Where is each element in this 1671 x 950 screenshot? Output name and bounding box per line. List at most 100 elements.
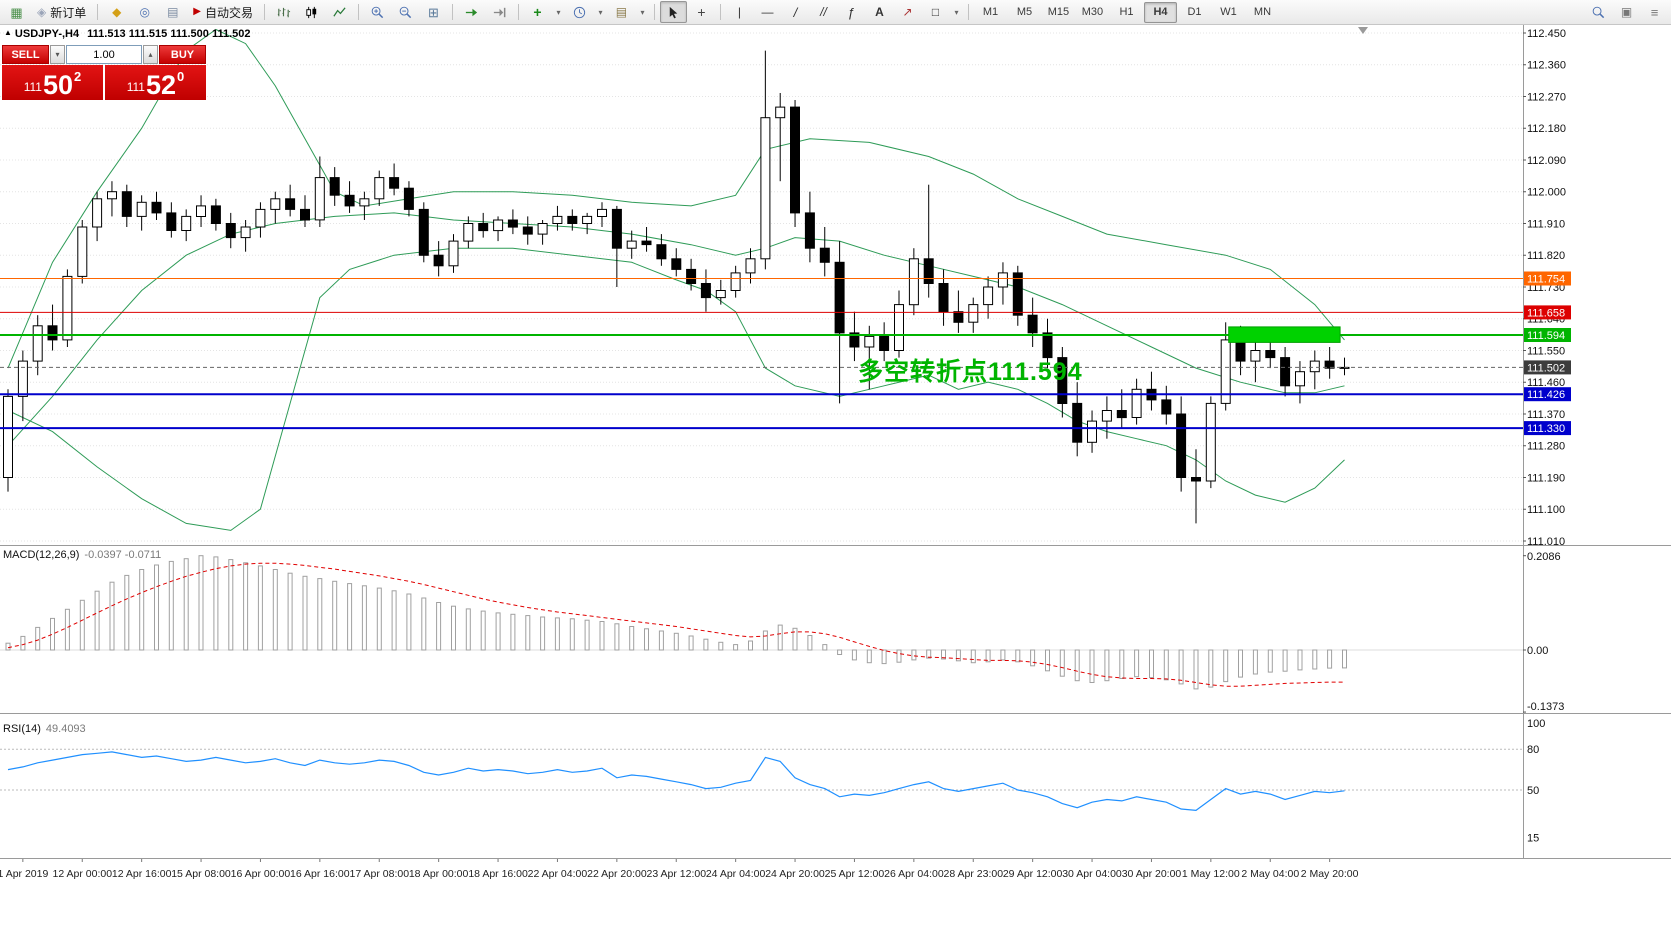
macd-bar (569, 618, 575, 651)
turning-point-zone[interactable] (1228, 326, 1341, 343)
macd-indicator-label: MACD(12,26,9) -0.0397 -0.0711 (3, 549, 161, 561)
timeframe-bar: M1 M5 M15 M30 H1 H4 D1 W1 MN (974, 1, 1279, 23)
market-watch-button[interactable]: ◆ (103, 1, 130, 23)
price-axis-label: 112.270 (1527, 92, 1566, 104)
candle (17, 360, 28, 397)
auto-scroll-button[interactable] (458, 1, 485, 23)
periods-dropdown[interactable]: ▾ (594, 1, 607, 23)
macd-bar (168, 560, 174, 651)
volume-decrease-button[interactable]: ▾ (50, 45, 65, 64)
candle (62, 275, 73, 341)
macd-bar (154, 564, 159, 651)
candle (285, 198, 296, 210)
timeframe-H1[interactable]: H1 (1119, 6, 1134, 18)
periods-button[interactable] (566, 1, 593, 23)
shapes-dropdown[interactable]: ▾ (950, 1, 963, 23)
vertical-line-tool[interactable]: | (726, 1, 753, 23)
bid-price-box[interactable]: 111 50 2 (2, 65, 103, 100)
bar-chart-button[interactable] (270, 1, 297, 23)
timeframe-D1[interactable]: D1 (1187, 6, 1202, 18)
price-axis-label: 111.820 (1527, 250, 1565, 262)
timeframe-M5[interactable]: M5 (1016, 6, 1033, 18)
arrows-tool[interactable]: ↗ (894, 1, 921, 23)
macd-bar (421, 597, 427, 651)
macd-axis-label: 0.00 (1527, 645, 1548, 657)
macd-axis-label: -0.1373 (1527, 701, 1564, 713)
crosshair-tool-button[interactable]: + (688, 1, 715, 23)
macd-bar (1178, 649, 1184, 685)
sell-button[interactable]: SELL (2, 45, 49, 64)
candle (730, 272, 741, 291)
cursor-tool-button[interactable] (659, 1, 687, 23)
text-tool[interactable]: A (866, 1, 893, 23)
templates-dropdown[interactable]: ▾ (636, 1, 649, 23)
ask-price-box[interactable]: 111 52 0 (105, 65, 206, 100)
buy-button[interactable]: BUY (159, 45, 206, 64)
fibonacci-tool[interactable]: ƒ (838, 1, 865, 23)
layout-button[interactable]: ▣ (1613, 1, 1640, 23)
timeframe-M30[interactable]: M30 (1081, 6, 1104, 18)
macd-bar (1252, 649, 1258, 675)
channel-tool[interactable]: // (810, 1, 837, 23)
macd-bar (317, 578, 323, 651)
layout-icon: ▣ (1620, 5, 1633, 19)
candle (745, 258, 756, 274)
navigator-button[interactable]: ◎ (131, 1, 158, 23)
zoom-in-button[interactable] (364, 1, 391, 23)
volume-input[interactable] (66, 45, 142, 64)
macd-bar (644, 628, 649, 651)
templates-button[interactable]: ▤ (608, 1, 635, 23)
macd-bar (584, 619, 590, 651)
chevron-down-icon: ▾ (598, 7, 603, 17)
candle (255, 208, 266, 228)
search-button[interactable] (1585, 1, 1612, 23)
time-axis[interactable]: 1 Apr 2019 12 Apr 00:00 12 Apr 16:00 15 Apr… (0, 859, 1359, 880)
timeframe-M15[interactable]: M15 (1047, 6, 1070, 18)
candle (1101, 410, 1112, 422)
menu-button[interactable]: ≡ (1641, 1, 1668, 23)
candle (1265, 350, 1276, 359)
text-tool-icon: A (875, 5, 884, 19)
autotrading-label: 自动交易 (204, 5, 253, 20)
chart-shift-marker[interactable] (1358, 27, 1368, 34)
terminal-button[interactable]: ▤ (159, 1, 186, 23)
candle (923, 258, 934, 284)
price-axis[interactable]: 112.450 112.360 112.270 112.180 112.090 112.0… (1523, 28, 1571, 548)
new-chart-button[interactable]: ▦ (3, 1, 30, 23)
annotation-text[interactable]: 多空转折点111.594 (858, 358, 1083, 386)
indicators-button[interactable]: + (524, 1, 551, 23)
toolbar-separator (263, 4, 265, 20)
candle (997, 272, 1008, 288)
price-tag-label: 111.754 (1527, 274, 1565, 286)
candle (582, 215, 593, 224)
autotrading-button[interactable]: ▶ 自动交易 (187, 1, 259, 23)
candle (240, 226, 251, 239)
timeframe-H4[interactable]: H4 (1143, 1, 1177, 23)
timeframe-W1[interactable]: W1 (1220, 6, 1237, 18)
candlestick-chart-button[interactable] (298, 1, 325, 23)
new-order-button[interactable]: ◈ 新订单 (31, 1, 92, 23)
horizontal-line-tool[interactable]: — (754, 1, 781, 23)
timeframe-MN[interactable]: MN (1253, 6, 1272, 18)
indicators-dropdown[interactable]: ▾ (552, 1, 565, 23)
macd-bar (1238, 649, 1243, 678)
candle (32, 325, 43, 362)
shapes-tool[interactable]: □ (922, 1, 949, 23)
time-axis-label: 30 Apr 20:00 (1122, 868, 1182, 880)
candle (329, 177, 340, 196)
chart-shift-button[interactable] (486, 1, 513, 23)
time-axis-label: 1 Apr 2019 (0, 868, 48, 880)
zoom-out-button[interactable] (392, 1, 419, 23)
candle (1161, 399, 1172, 415)
bb-middle (7, 212, 1345, 447)
line-chart-button[interactable] (326, 1, 353, 23)
timeframe-M1[interactable]: M1 (982, 6, 999, 18)
tile-windows-button[interactable]: ⊞ (420, 1, 447, 23)
macd-bar (955, 649, 961, 662)
trendline-tool[interactable]: / (782, 1, 809, 23)
candle (1042, 332, 1053, 359)
time-axis-label: 2 May 20:00 (1301, 868, 1359, 880)
macd-panel: 0.2086 0.00 -0.1373 (0, 551, 1564, 713)
volume-increase-button[interactable]: ▴ (143, 45, 158, 64)
